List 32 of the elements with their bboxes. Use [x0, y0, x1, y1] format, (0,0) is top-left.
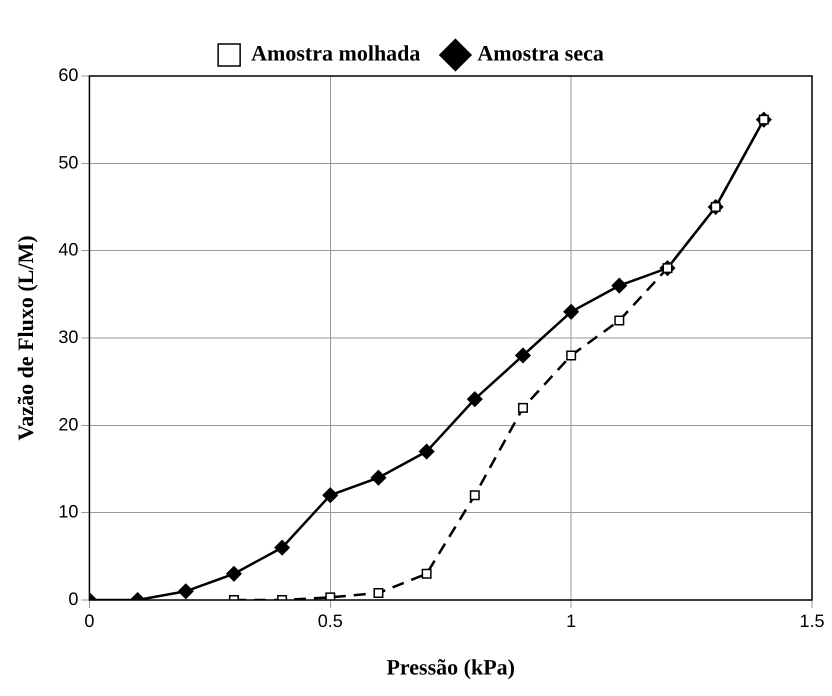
point	[325, 592, 336, 600]
x-tick-label: 1	[566, 610, 576, 631]
x-axis-title: Pressão (kPa)	[386, 654, 515, 680]
y-tick-label: 10	[58, 502, 78, 522]
point	[178, 584, 194, 600]
y-tick-label: 20	[58, 414, 78, 434]
point	[467, 391, 483, 407]
y-tick-label: 50	[58, 152, 78, 172]
point	[614, 316, 624, 326]
point	[470, 490, 480, 500]
point	[515, 348, 531, 364]
x-tick-label: 1.5	[799, 610, 825, 631]
y-tick-label: 60	[58, 64, 78, 85]
point	[612, 278, 628, 294]
x-tick-label: 0.5	[318, 610, 343, 631]
y-tick-label: 40	[58, 240, 78, 260]
y-axis-title: Vazão de Fluxo (L/M)	[12, 235, 38, 441]
point	[418, 444, 434, 460]
x-tick-label: 0	[84, 610, 94, 631]
point	[566, 350, 576, 360]
point	[563, 304, 579, 320]
point	[422, 568, 432, 579]
point	[274, 540, 290, 556]
legend-label: Amostra molhada	[251, 40, 420, 66]
point	[322, 487, 338, 503]
point	[518, 402, 528, 413]
y-tick-label: 0	[68, 588, 78, 609]
y-tick-label: 30	[58, 326, 78, 347]
point	[370, 470, 386, 486]
point	[226, 566, 242, 582]
legend-label: Amostra seca	[477, 40, 604, 66]
point	[373, 588, 384, 598]
